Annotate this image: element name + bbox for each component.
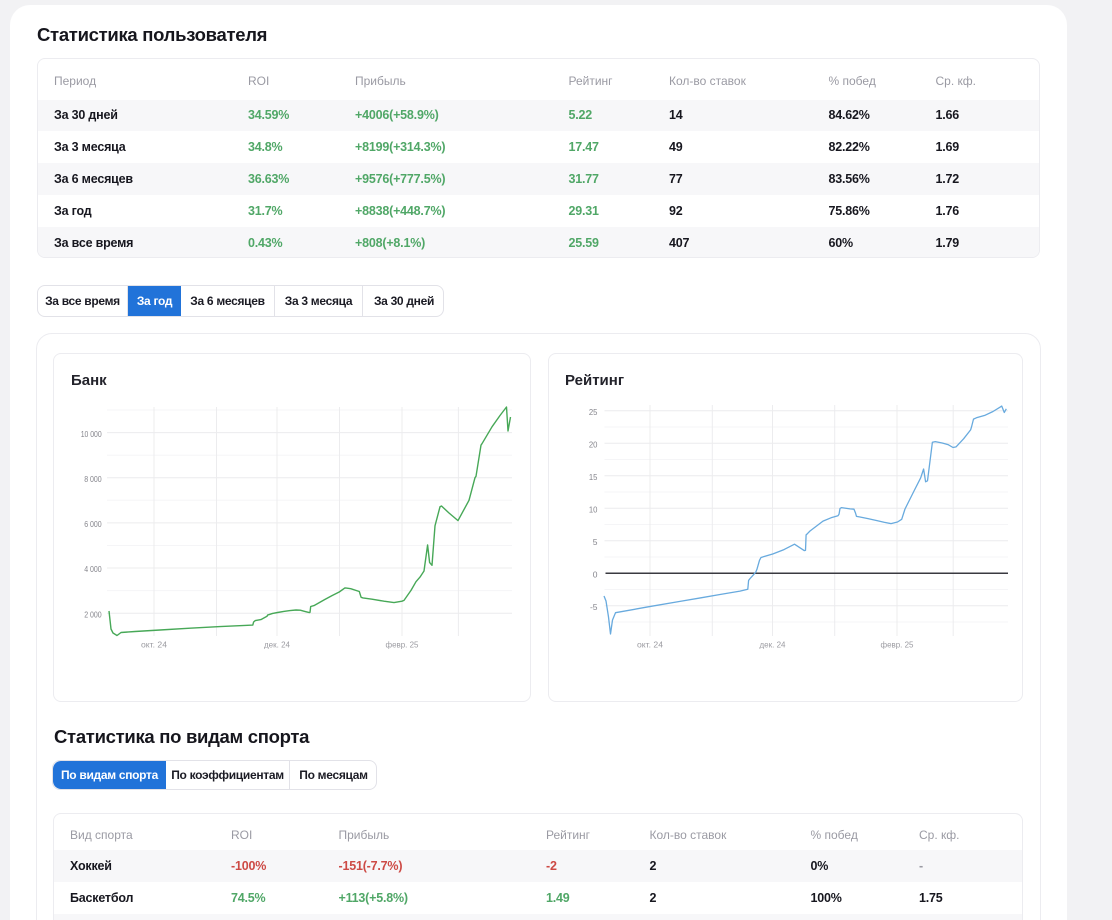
- svg-text:8 000: 8 000: [84, 474, 102, 484]
- svg-text:15: 15: [589, 472, 598, 482]
- svg-text:10 000: 10 000: [81, 429, 102, 439]
- svg-text:6 000: 6 000: [84, 519, 102, 529]
- svg-text:дек. 24: дек. 24: [264, 639, 290, 649]
- svg-text:февр. 25: февр. 25: [881, 639, 914, 649]
- svg-text:окт. 24: окт. 24: [141, 639, 167, 649]
- svg-text:дек. 24: дек. 24: [760, 639, 786, 649]
- svg-text:25: 25: [589, 407, 598, 417]
- svg-text:5: 5: [593, 537, 598, 547]
- svg-text:0: 0: [593, 569, 598, 579]
- svg-text:окт. 24: окт. 24: [637, 639, 663, 649]
- svg-text:февр. 25: февр. 25: [386, 639, 419, 649]
- svg-text:20: 20: [589, 439, 598, 449]
- svg-text:4 000: 4 000: [84, 564, 102, 574]
- svg-text:2 000: 2 000: [84, 609, 102, 619]
- svg-text:-5: -5: [590, 602, 598, 612]
- svg-text:10: 10: [589, 504, 598, 514]
